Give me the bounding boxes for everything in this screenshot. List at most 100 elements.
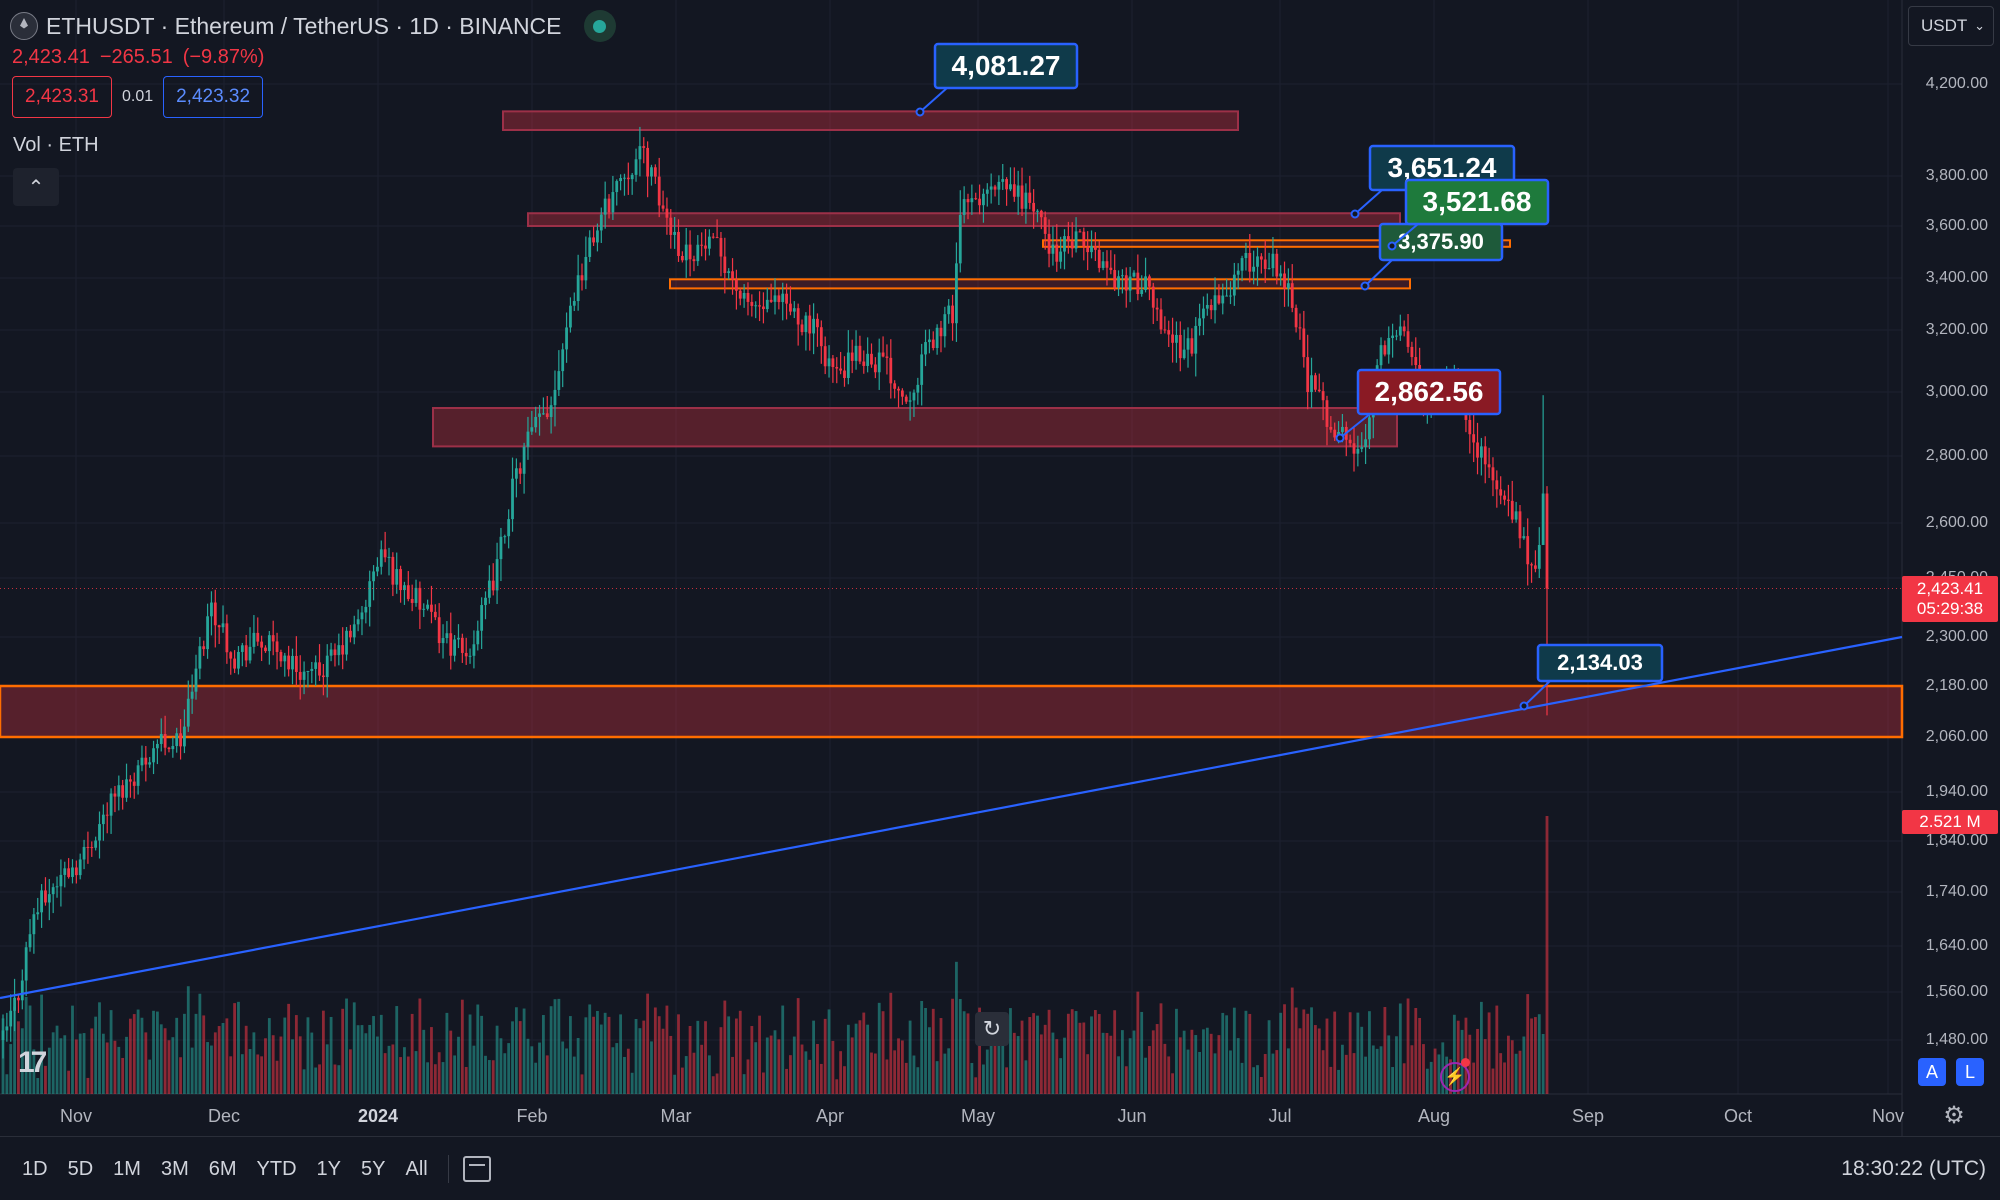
volume-bar xyxy=(383,1053,387,1094)
candle-body xyxy=(194,668,198,692)
currency-dropdown[interactable]: USDT ⌄ xyxy=(1908,6,1994,46)
candle-body xyxy=(333,649,337,656)
volume-bar xyxy=(430,1027,433,1094)
candle-body xyxy=(121,785,125,798)
candle-body xyxy=(495,559,499,591)
range-6m[interactable]: 6M xyxy=(208,1157,237,1180)
candle-body xyxy=(904,396,908,402)
callout-label: 2,134.03 xyxy=(1557,650,1643,675)
range-5y[interactable]: 5Y xyxy=(361,1157,386,1180)
price-callout-c6[interactable]: 2,134.03 xyxy=(1519,643,1664,711)
range-ytd[interactable]: YTD xyxy=(256,1157,297,1180)
candle-body xyxy=(1298,327,1302,329)
volume-bar xyxy=(1306,1013,1310,1094)
candle-body xyxy=(707,236,711,249)
candle-body xyxy=(1121,275,1124,277)
symbol-title[interactable]: ETHUSDT · Ethereum / TetherUS · 1D · BIN… xyxy=(46,12,562,39)
candle-body xyxy=(607,198,611,213)
volume-bar xyxy=(688,1025,692,1094)
change-value: −265.51 xyxy=(99,46,173,68)
price-zone[interactable] xyxy=(502,110,1239,132)
volume-bar xyxy=(916,1067,920,1094)
candle-body xyxy=(476,630,480,645)
candle-body xyxy=(329,649,333,656)
price-callout-c5[interactable]: 2,862.56 xyxy=(1335,368,1502,443)
volume-bar xyxy=(399,1057,402,1094)
volume-bar xyxy=(252,1032,256,1094)
price-zone[interactable] xyxy=(1042,239,1511,248)
calendar-icon[interactable] xyxy=(462,1156,491,1182)
volume-bar xyxy=(1236,1038,1240,1094)
range-all[interactable]: All xyxy=(405,1157,428,1180)
volume-legend[interactable]: Vol · ETH xyxy=(13,134,99,156)
volume-bar xyxy=(248,1049,252,1094)
volume-bar xyxy=(1248,1013,1252,1094)
time-tick: Mar xyxy=(660,1106,692,1126)
volume-bar xyxy=(128,1018,132,1094)
candle-body xyxy=(858,345,862,362)
flash-icon[interactable]: ⚡ xyxy=(1440,1062,1470,1092)
price-callout-c4[interactable]: 3,375.90 xyxy=(1360,222,1504,291)
price-axis[interactable]: 4,200.00 3,800.00 3,600.00 3,400.00 3,200.00… xyxy=(1904,0,2000,1112)
volume-bar xyxy=(1491,1068,1495,1094)
volume-bar xyxy=(341,1008,345,1094)
volume-bar xyxy=(198,993,202,1094)
volume-bar xyxy=(32,1049,36,1094)
trend-line[interactable] xyxy=(0,635,1903,1000)
collapse-legend-button[interactable]: ⌃ xyxy=(13,168,59,206)
gear-icon[interactable]: ⚙ xyxy=(1943,1102,1965,1129)
candle-body xyxy=(337,645,341,656)
candle-body xyxy=(831,358,835,368)
volume-bar xyxy=(1024,1060,1028,1094)
candle-body xyxy=(298,671,302,680)
time-axis[interactable]: Nov Dec 2024 Feb Mar Apr May Jun Jul Aug Sep Oct Nov xyxy=(0,1094,1904,1134)
candle-body xyxy=(819,327,823,347)
buy-button[interactable]: 2,423.32 xyxy=(163,76,264,118)
range-1d[interactable]: 1D xyxy=(22,1157,48,1180)
price-zone[interactable] xyxy=(432,407,1398,448)
volume-bar xyxy=(549,1006,553,1094)
time-tick: May xyxy=(960,1106,996,1126)
volume-bar xyxy=(1487,1012,1491,1094)
volume-bar xyxy=(858,1020,862,1094)
reset-chart-icon[interactable]: ↻ xyxy=(975,1012,1009,1046)
volume-bar xyxy=(970,1062,974,1094)
sell-button[interactable]: 2,423.31 xyxy=(12,76,112,118)
candle-body xyxy=(796,308,800,325)
price-zone[interactable] xyxy=(0,684,1904,739)
volume-bar xyxy=(1337,1069,1340,1094)
candle-body xyxy=(156,743,159,749)
utc-clock[interactable]: 18:30:22 (UTC) xyxy=(1841,1157,1986,1180)
log-scale-button[interactable]: L xyxy=(1956,1058,1984,1086)
price-callout-c1[interactable]: 4,081.27 xyxy=(915,42,1079,117)
volume-bar xyxy=(1476,1028,1479,1094)
tradingview-logo-icon[interactable]: 17 xyxy=(18,1046,47,1079)
candle-body xyxy=(1263,259,1267,269)
volume-bar xyxy=(1175,1008,1178,1094)
volume-bar xyxy=(1514,1053,1518,1094)
spread-value: 0.01 xyxy=(121,88,154,105)
price-zones xyxy=(0,110,1904,739)
candle-body xyxy=(318,662,321,676)
volume-bar xyxy=(1036,1015,1039,1094)
price-zone[interactable] xyxy=(669,278,1411,290)
price-callout-c3[interactable]: 3,521.68 xyxy=(1387,178,1550,251)
auto-scale-button[interactable]: A xyxy=(1918,1058,1946,1086)
candle-body xyxy=(94,840,98,848)
symbol-legend[interactable]: ETHUSDT · Ethereum / TetherUS · 1D · BIN… xyxy=(10,10,616,42)
candle-body xyxy=(183,726,186,747)
volume-bar xyxy=(426,1062,429,1094)
buy-sell-panel: 2,423.31 0.01 2,423.32 xyxy=(12,76,264,118)
range-3m[interactable]: 3M xyxy=(160,1157,189,1180)
range-1y[interactable]: 1Y xyxy=(316,1157,342,1180)
volume-bar xyxy=(1391,1067,1394,1094)
candle-body xyxy=(1395,335,1398,337)
range-5d[interactable]: 5D xyxy=(67,1157,94,1180)
range-1m[interactable]: 1M xyxy=(113,1157,141,1180)
volume-bar xyxy=(1217,1035,1221,1094)
chevron-down-icon: ⌄ xyxy=(1974,18,1985,33)
volume-bar xyxy=(1205,1027,1209,1094)
volume-bar xyxy=(445,1012,449,1094)
